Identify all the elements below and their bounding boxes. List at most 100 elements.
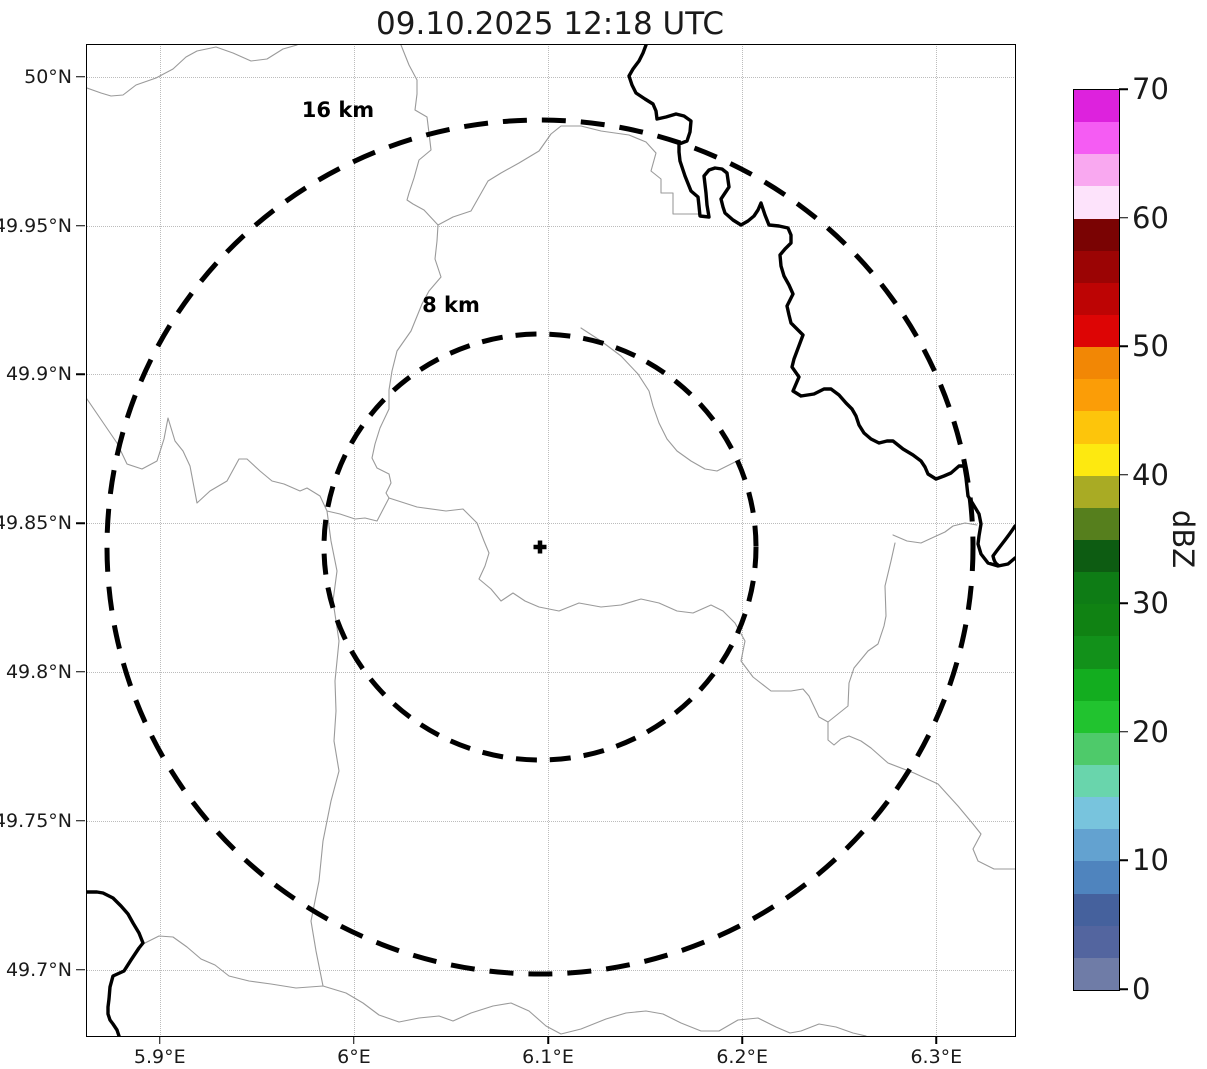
colorbar-segment [1074, 507, 1119, 540]
colorbar-segment [1074, 764, 1119, 798]
colorbar-segment [1074, 539, 1119, 573]
y-tick-label: 50°N [24, 65, 72, 88]
colorbar-segment [1074, 893, 1119, 926]
colorbar-tick-label: 10 [1132, 843, 1169, 878]
range-label-16km: 16 km [301, 98, 375, 122]
colorbar-segment [1074, 154, 1119, 187]
colorbar-segment [1074, 122, 1119, 155]
colorbar-tick-mark [1119, 602, 1128, 605]
colorbar-segment [1074, 443, 1119, 476]
x-tick-label: 6.1°E [522, 1046, 574, 1068]
colorbar-tick-mark [1119, 345, 1128, 347]
y-tick-label: 49.9°N [5, 363, 72, 386]
colorbar-segment [1074, 957, 1119, 990]
x-tick-label: 6.3°E [910, 1046, 963, 1068]
gridline-horizontal [86, 225, 1014, 227]
river-line [388, 497, 1015, 870]
colorbar-tick-label: 40 [1132, 457, 1169, 492]
colorbar-tick-mark [1119, 473, 1128, 476]
colorbar-tick-mark [1119, 988, 1128, 990]
x-tick-mark [935, 1036, 938, 1044]
range-label-8km: 8 km [422, 293, 480, 317]
gridline-vertical [353, 44, 355, 1035]
colorbar-segment [1074, 218, 1119, 251]
range-ring-8km [321, 331, 759, 763]
colorbar-tick-label: 50 [1132, 329, 1169, 364]
colorbar-segment [1074, 797, 1119, 830]
colorbar-tick-label: 30 [1132, 586, 1169, 621]
river-line [310, 510, 340, 987]
range-ring-16km [104, 117, 976, 977]
y-tick-mark [76, 224, 85, 227]
colorbar-tick-mark [1119, 731, 1128, 733]
colorbar-segment [1074, 90, 1119, 123]
x-tick-label: 5.9°E [133, 1046, 186, 1068]
country-border-line [627, 45, 1015, 568]
colorbar-tick-label: 70 [1132, 72, 1169, 106]
colorbar-segment [1074, 379, 1119, 412]
colorbar-tick-mark [1119, 88, 1128, 90]
gridline-vertical [159, 44, 161, 1035]
river-line [437, 125, 701, 226]
colorbar-segment [1074, 829, 1119, 862]
colorbar-segment [1074, 861, 1119, 894]
colorbar-tick-label: 60 [1132, 200, 1169, 235]
gridline-horizontal [86, 969, 1014, 971]
x-tick-mark [353, 1036, 355, 1044]
colorbar-segment [1074, 186, 1119, 219]
colorbar-segment [1074, 250, 1119, 283]
plot-area: 16 km 8 km [86, 44, 1016, 1037]
y-tick-mark [76, 522, 85, 524]
y-tick-label: 49.85°N [0, 512, 72, 535]
x-tick-label: 6.2°E [716, 1046, 769, 1068]
gridline-horizontal [86, 76, 1014, 78]
y-tick-label: 49.95°N [0, 214, 72, 237]
colorbar-tick-label: 0 [1132, 972, 1151, 1006]
colorbar-tick-label: 20 [1132, 714, 1169, 749]
y-tick-mark [76, 373, 85, 376]
y-tick-mark [76, 968, 85, 971]
colorbar-tick-mark [1119, 859, 1128, 862]
colorbar-segment [1074, 572, 1119, 605]
x-tick-mark [159, 1036, 161, 1044]
gridline-horizontal [86, 820, 1014, 822]
y-tick-label: 49.7°N [5, 958, 72, 981]
x-tick-mark [547, 1036, 549, 1044]
radar-site-marker [533, 540, 547, 554]
gridline-horizontal [86, 671, 1014, 673]
gridline-horizontal [86, 523, 1014, 525]
colorbar-segment [1074, 636, 1119, 669]
colorbar-tick-mark [1119, 216, 1128, 219]
river-line [580, 327, 742, 472]
colorbar-segment [1074, 668, 1119, 701]
country-border-bend [991, 524, 1015, 567]
map-svg [87, 45, 1015, 1036]
river-line [87, 398, 390, 522]
river-line [371, 45, 442, 499]
river-line [142, 935, 867, 1036]
y-tick-label: 49.75°N [0, 809, 72, 832]
country-border-line-sw [87, 890, 145, 1036]
y-tick-mark [76, 75, 85, 78]
y-tick-mark [76, 819, 85, 822]
colorbar-segment [1074, 604, 1119, 637]
gridline-vertical [742, 44, 744, 1035]
colorbar-segment [1074, 475, 1119, 508]
colorbar-segment [1074, 282, 1119, 315]
colorbar-segment [1074, 925, 1119, 958]
colorbar-segment [1074, 411, 1119, 444]
x-tick-mark [741, 1036, 743, 1044]
colorbar-segment [1074, 732, 1119, 765]
colorbar-label: dBZ [1166, 509, 1200, 569]
x-tick-label: 6°E [337, 1046, 371, 1068]
colorbar-segment [1074, 314, 1119, 348]
y-tick-label: 49.8°N [5, 660, 72, 683]
plot-title: 09.10.2025 12:18 UTC [376, 6, 724, 42]
colorbar [1073, 89, 1120, 991]
gridline-vertical [548, 44, 550, 1035]
colorbar-segment [1074, 347, 1119, 380]
river-line [827, 542, 896, 723]
river-line [892, 522, 978, 544]
colorbar-segment [1074, 700, 1119, 733]
